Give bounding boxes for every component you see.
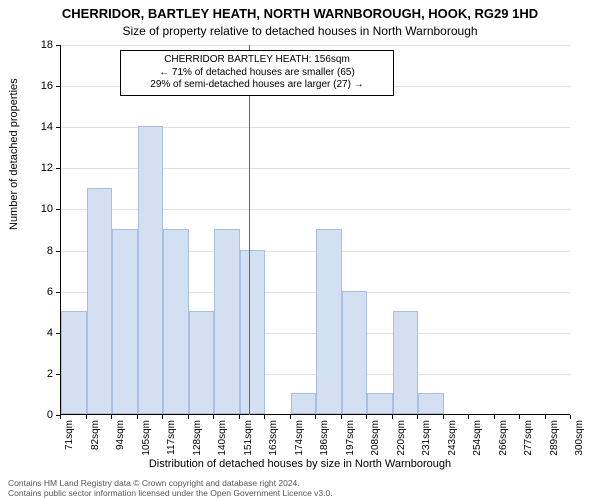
x-tick-mark xyxy=(468,415,469,419)
x-tick-mark xyxy=(366,415,367,419)
y-tick-mark xyxy=(56,374,60,375)
y-tick-label: 16 xyxy=(13,80,53,92)
annotation-box: CHERRIDOR BARTLEY HEATH: 156sqm ← 71% of… xyxy=(120,50,394,96)
x-tick-mark xyxy=(545,415,546,419)
chart-title: CHERRIDOR, BARTLEY HEATH, NORTH WARNBORO… xyxy=(0,6,600,21)
chart-subtitle: Size of property relative to detached ho… xyxy=(0,24,600,38)
x-tick-mark xyxy=(60,415,61,419)
y-tick-label: 4 xyxy=(13,327,53,339)
x-tick-mark xyxy=(494,415,495,419)
property-marker-line xyxy=(249,45,250,415)
y-tick-mark xyxy=(56,86,60,87)
y-tick-label: 8 xyxy=(13,245,53,257)
histogram-bar xyxy=(291,393,317,414)
histogram-bar xyxy=(138,126,164,414)
histogram-bar xyxy=(367,393,393,414)
histogram-bar xyxy=(163,229,189,414)
y-tick-label: 6 xyxy=(13,286,53,298)
x-tick-mark xyxy=(264,415,265,419)
histogram-bar xyxy=(87,188,113,414)
x-tick-mark xyxy=(239,415,240,419)
plot-area xyxy=(60,45,570,415)
footer-line-2: Contains public sector information licen… xyxy=(8,488,333,498)
x-tick-mark xyxy=(443,415,444,419)
x-tick-mark xyxy=(290,415,291,419)
x-tick-mark xyxy=(519,415,520,419)
x-tick-mark xyxy=(341,415,342,419)
footer: Contains HM Land Registry data © Crown c… xyxy=(8,478,333,498)
histogram-bar xyxy=(189,311,215,414)
annotation-line-2: ← 71% of detached houses are smaller (65… xyxy=(127,67,387,80)
x-tick-mark xyxy=(315,415,316,419)
y-tick-label: 10 xyxy=(13,203,53,215)
x-tick-mark xyxy=(86,415,87,419)
histogram-bar xyxy=(240,250,266,414)
x-tick-mark xyxy=(392,415,393,419)
x-tick-mark xyxy=(417,415,418,419)
y-tick-mark xyxy=(56,292,60,293)
y-tick-label: 18 xyxy=(13,39,53,51)
histogram-bar xyxy=(393,311,419,414)
footer-line-1: Contains HM Land Registry data © Crown c… xyxy=(8,478,333,488)
histogram-bar xyxy=(112,229,138,414)
x-axis-label: Distribution of detached houses by size … xyxy=(0,458,600,470)
chart-container: CHERRIDOR, BARTLEY HEATH, NORTH WARNBORO… xyxy=(0,0,600,500)
gridline xyxy=(61,45,570,46)
y-tick-mark xyxy=(56,168,60,169)
x-tick-mark xyxy=(213,415,214,419)
histogram-bar xyxy=(61,311,87,414)
y-tick-mark xyxy=(56,251,60,252)
y-tick-label: 0 xyxy=(13,409,53,421)
x-tick-mark xyxy=(162,415,163,419)
x-tick-mark xyxy=(137,415,138,419)
histogram-bar xyxy=(316,229,342,414)
x-tick-mark xyxy=(188,415,189,419)
x-tick-mark xyxy=(570,415,571,419)
y-tick-mark xyxy=(56,45,60,46)
x-tick-mark xyxy=(111,415,112,419)
histogram-bar xyxy=(342,291,368,414)
y-tick-mark xyxy=(56,209,60,210)
y-tick-label: 12 xyxy=(13,162,53,174)
histogram-bar xyxy=(214,229,240,414)
histogram-bar xyxy=(418,393,444,414)
annotation-line-1: CHERRIDOR BARTLEY HEATH: 156sqm xyxy=(127,54,387,67)
y-tick-label: 2 xyxy=(13,368,53,380)
y-tick-mark xyxy=(56,333,60,334)
y-tick-mark xyxy=(56,127,60,128)
y-tick-label: 14 xyxy=(13,121,53,133)
annotation-line-3: 29% of semi-detached houses are larger (… xyxy=(127,79,387,92)
